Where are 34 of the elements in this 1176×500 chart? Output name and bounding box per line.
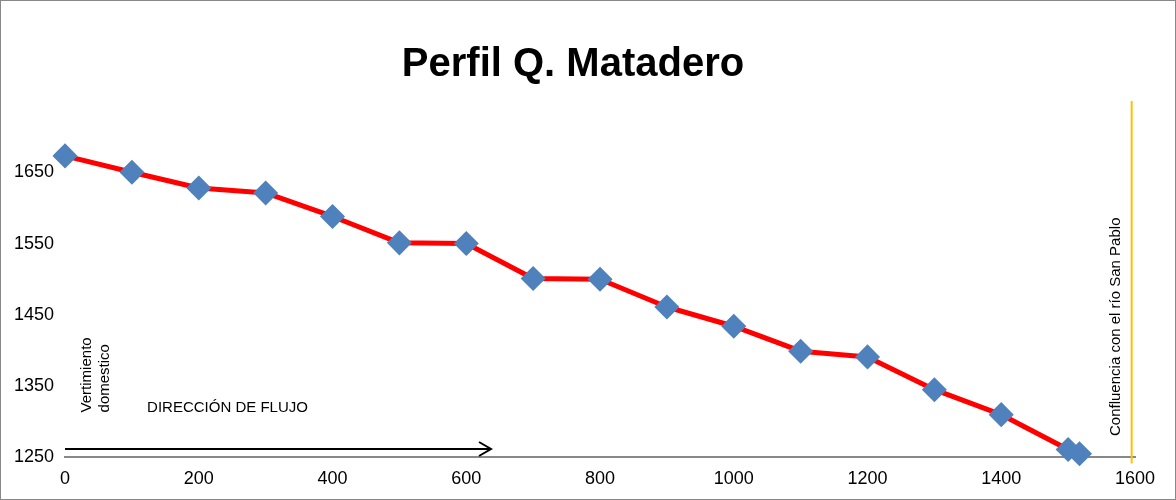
point (454, 232, 478, 256)
point (120, 160, 144, 184)
y-tick-label: 1550 (14, 232, 55, 253)
x-tick-label: 200 (183, 468, 214, 489)
point (789, 339, 813, 363)
x-tick-label: 600 (451, 468, 482, 489)
point (989, 403, 1013, 427)
annotation: DIRECCIÓN DE FLUJO (147, 398, 308, 416)
x-tick-label: 400 (317, 468, 348, 489)
point (187, 176, 211, 200)
y-tick-label: 1650 (14, 161, 55, 182)
point (1068, 442, 1091, 466)
x-tick-label: 1200 (847, 468, 888, 489)
point (321, 204, 345, 228)
point (856, 345, 880, 369)
y-tick-label: 1450 (14, 303, 55, 324)
point (922, 378, 946, 402)
annotation: Vertimiento domestico (77, 337, 113, 413)
point (387, 231, 411, 255)
x-tick-label: 1600 (1114, 468, 1156, 489)
point (521, 266, 545, 290)
point (655, 295, 679, 319)
x-tick-label: 800 (585, 468, 616, 489)
x-tick-label: 1400 (981, 468, 1022, 489)
x-tick-label: 0 (60, 468, 71, 489)
point (254, 181, 278, 205)
point (588, 267, 612, 291)
point (53, 144, 77, 168)
chart-title: Perfil Q. Matadero (401, 40, 745, 85)
ref-line-label: Confluencia con el río San Pablo (1105, 217, 1123, 436)
x-tick-label: 1000 (713, 468, 754, 489)
point (722, 314, 746, 338)
y-tick-label: 1350 (14, 375, 55, 396)
y-tick-label: 1250 (14, 446, 55, 467)
